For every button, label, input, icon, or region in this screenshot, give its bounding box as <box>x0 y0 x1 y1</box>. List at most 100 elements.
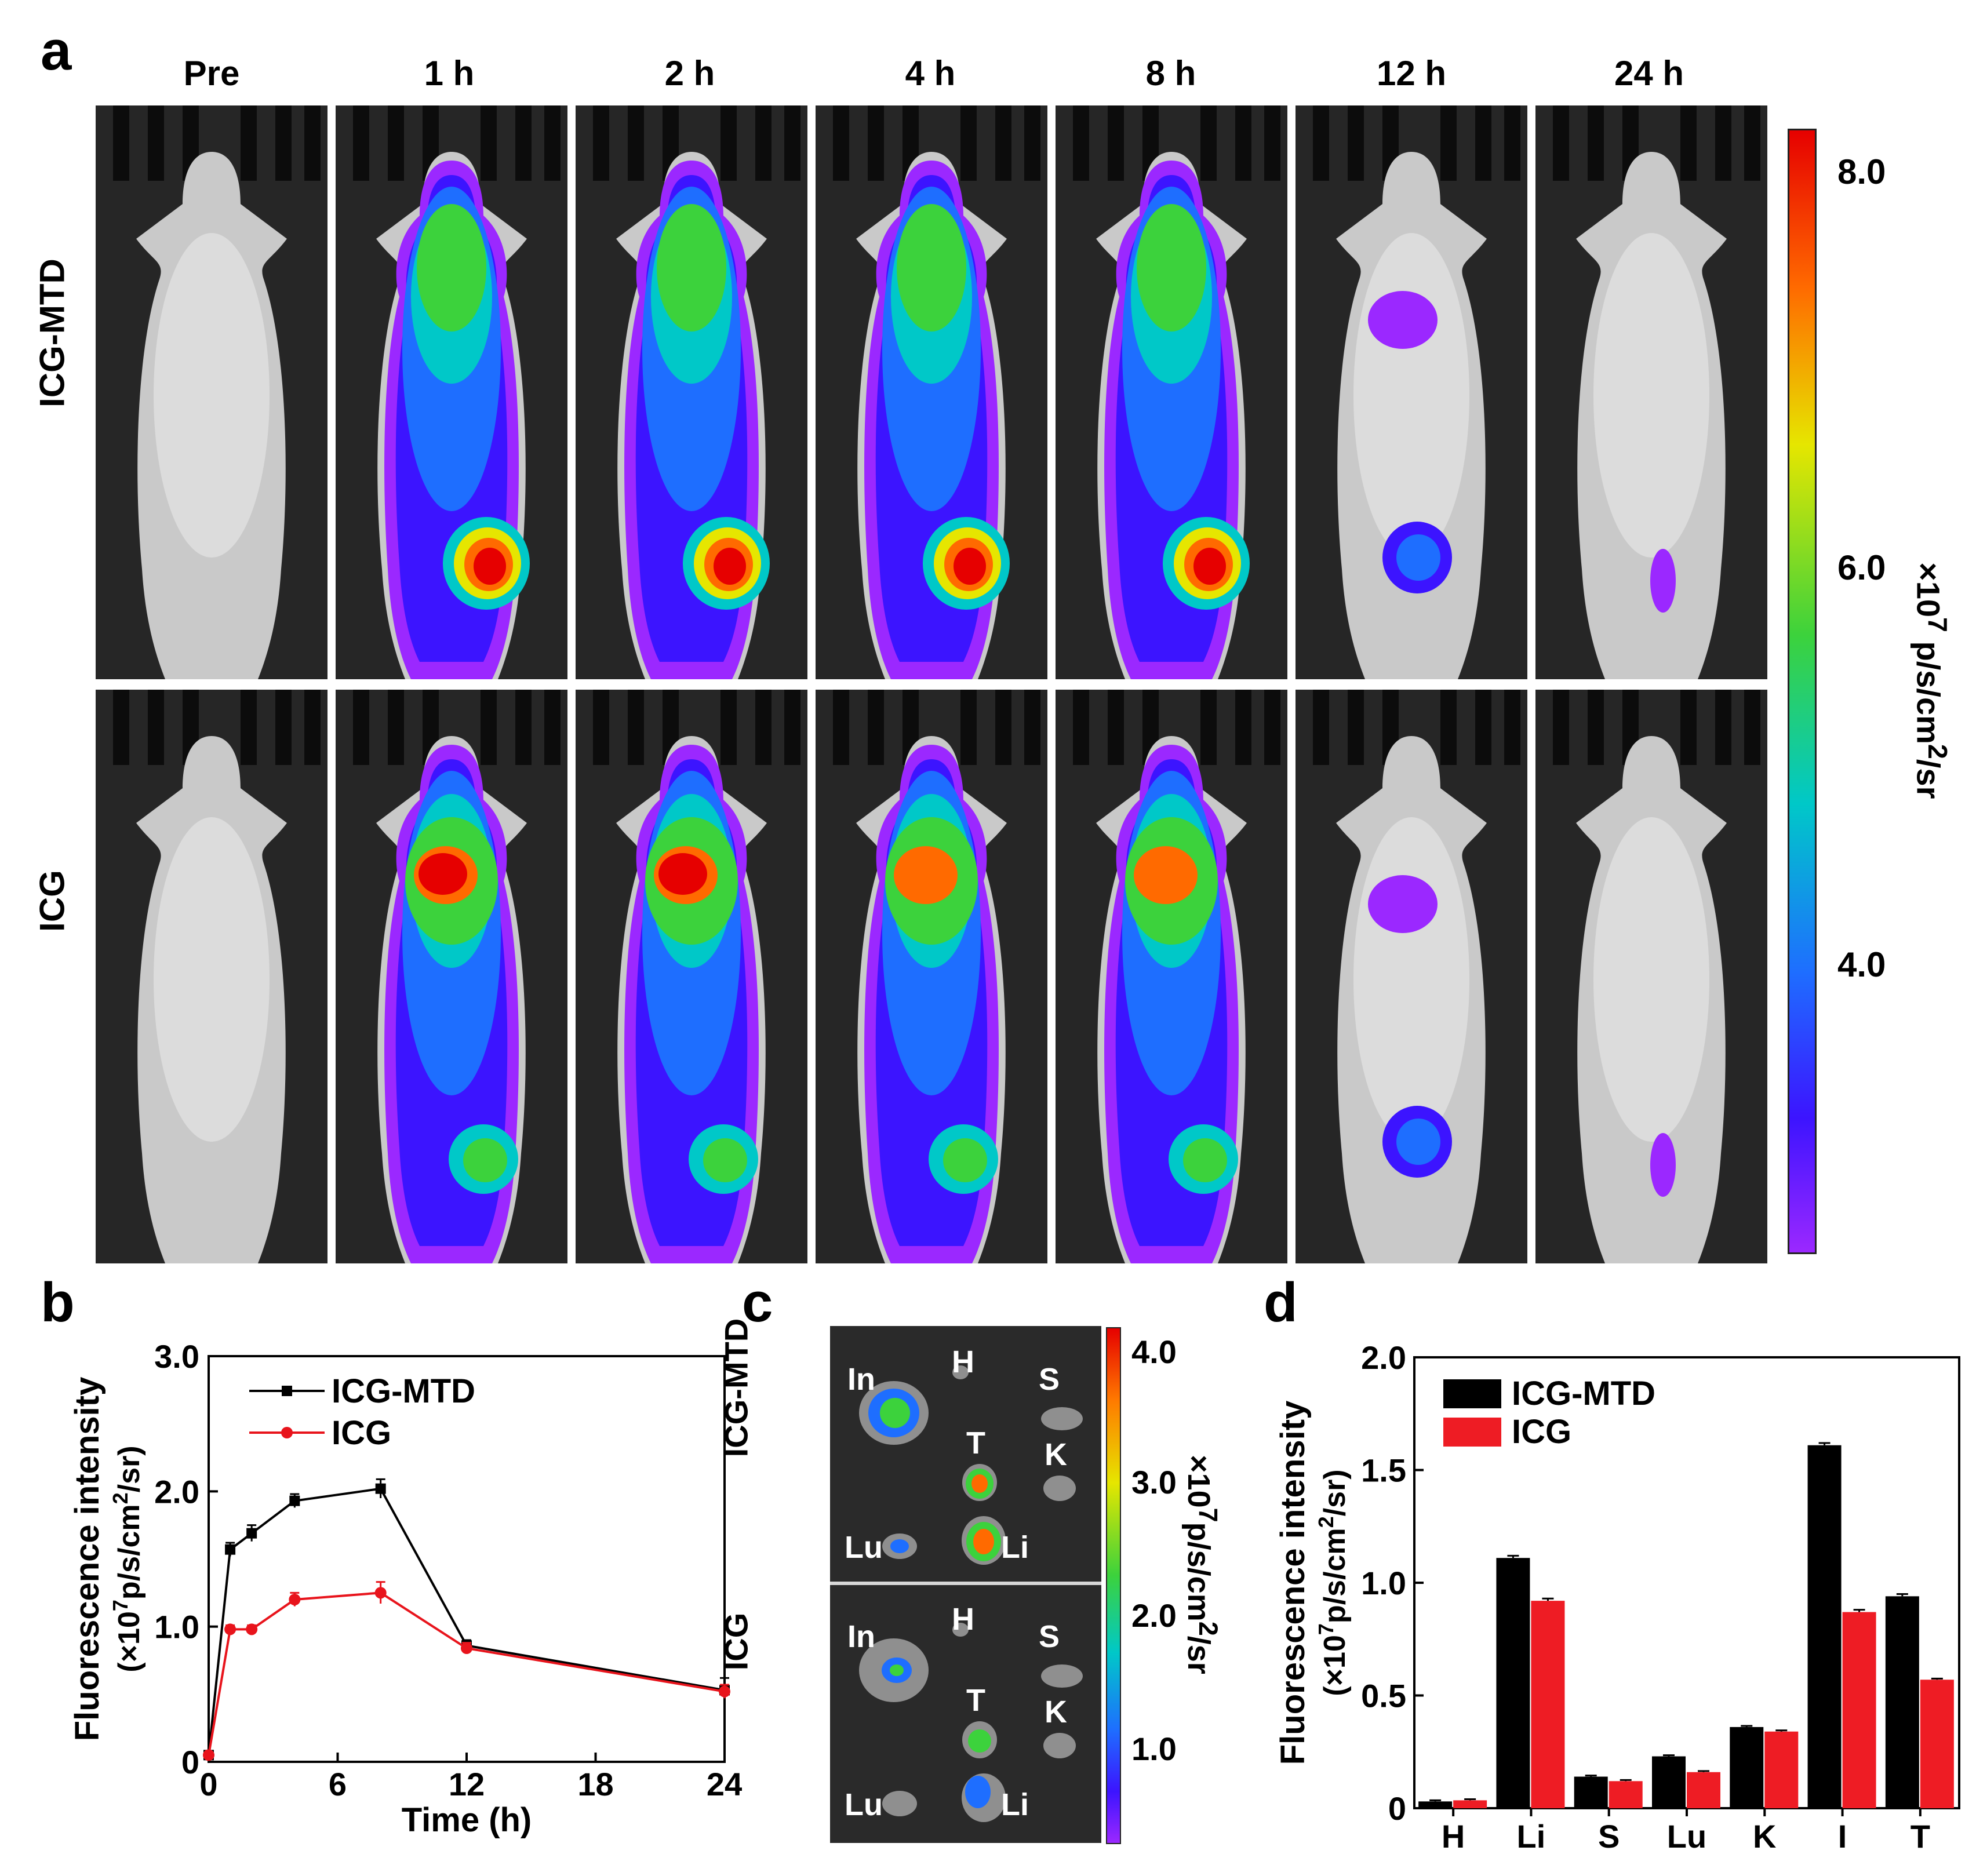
fluor-liver-mid <box>1134 846 1198 904</box>
tube-4 <box>1475 690 1491 765</box>
data-point-circle <box>289 1594 301 1605</box>
mouse-body-highlight <box>1353 233 1469 558</box>
tube-1 <box>388 690 404 765</box>
y-axis-label-line1: Fluorescence intensity <box>68 1377 106 1742</box>
fluor-tumor-core <box>714 548 746 585</box>
organ-label-h-r0: H <box>952 1345 974 1379</box>
tube-1 <box>388 105 404 181</box>
y-tick-label: 3.0 <box>154 1338 199 1375</box>
x-axis-label: Time (h) <box>402 1801 532 1839</box>
legend-label-1: ICG <box>1512 1413 1571 1451</box>
tube-4 <box>515 105 532 181</box>
fluor-tumor-inner <box>943 1138 987 1182</box>
data-point-square <box>289 1495 300 1506</box>
organ-label-in-r1: In <box>847 1619 875 1654</box>
tube-3 <box>241 105 257 181</box>
legend-swatch-0 <box>1443 1379 1501 1408</box>
panel-a-cb-tick-8: 8.0 <box>1837 152 1886 191</box>
mouse-tile-svg <box>1056 690 1287 1263</box>
organ-H-r1 <box>952 1623 969 1637</box>
mouse-tile-svg <box>1296 690 1527 1263</box>
x-tick-label: Li <box>1517 1818 1546 1855</box>
organ-label-k-r1: K <box>1045 1695 1067 1729</box>
tube-5 <box>1504 105 1520 181</box>
tube-0 <box>353 105 369 181</box>
bar-li-0 <box>1496 1558 1530 1808</box>
mouse-tile-svg <box>816 690 1047 1263</box>
y-tick-label: 0.5 <box>1361 1678 1406 1714</box>
tube-5 <box>1024 690 1040 765</box>
mouse-body-highlight <box>1353 817 1469 1142</box>
tube-3 <box>960 105 977 181</box>
mouse-tile-r1-c4 <box>1056 690 1287 1263</box>
spot-li-core-r0 <box>973 1529 994 1554</box>
mouse-body-highlight <box>1593 817 1709 1142</box>
mouse-body-highlight <box>1593 233 1709 558</box>
x-tick-label: 6 <box>329 1766 347 1802</box>
tube-5 <box>1264 690 1280 765</box>
y-axis-label-line1: Fluorescence intensity <box>1274 1401 1312 1765</box>
x-tick-label: S <box>1598 1818 1620 1855</box>
panel-a-letter: a <box>41 20 72 82</box>
tube-1 <box>1108 690 1124 765</box>
organ-label-t-r1: T <box>966 1683 985 1718</box>
fluor-tumor-core <box>474 548 506 585</box>
mouse-tile-svg <box>96 690 327 1263</box>
time-label-2: 2 h <box>664 54 715 93</box>
fluor-tumor-faint-core <box>1396 1119 1440 1165</box>
panel-c-row-label-icg-mtd: ICG-MTD <box>718 1318 755 1458</box>
tube-0 <box>1553 690 1569 765</box>
bar-h-0 <box>1418 1801 1453 1808</box>
time-label-5: 12 h <box>1376 54 1447 93</box>
tube-1 <box>628 690 644 765</box>
mouse-tile-svg <box>1535 105 1767 679</box>
organ-label-h-r1: H <box>952 1602 974 1637</box>
time-label-0: Pre <box>183 54 240 93</box>
mouse-tile-r1-c6 <box>1535 690 1767 1263</box>
panel-c-colorbar <box>1106 1327 1121 1844</box>
tube-3 <box>1440 690 1457 765</box>
tube-4 <box>1475 105 1491 181</box>
organ-label-t-r0: T <box>966 1426 985 1460</box>
panel-a-colorbar-unit: ×107 p/s/cm2/sr <box>1910 562 1953 799</box>
data-point-circle <box>224 1623 236 1635</box>
bar-i-0 <box>1807 1445 1842 1808</box>
series-line-0 <box>208 1487 725 1755</box>
organ-S-r1 <box>1041 1664 1083 1688</box>
plot-frame <box>208 1355 726 1763</box>
bar-k-0 <box>1730 1726 1764 1808</box>
legend-label-0: ICG-MTD <box>332 1372 475 1410</box>
tube-3 <box>1200 690 1217 765</box>
row-label-icg: ICG <box>32 870 72 932</box>
legend-marker-0 <box>282 1386 292 1396</box>
bar-k-1 <box>1764 1731 1799 1808</box>
tube-1 <box>148 690 164 765</box>
fluor-tumor-inner <box>1183 1138 1227 1182</box>
tube-5 <box>784 105 800 181</box>
y-tick-label: 1.5 <box>1361 1452 1406 1489</box>
spot-li-r1 <box>965 1776 991 1808</box>
panel-c-colorbar-unit: ×107p/s/cm2/sr <box>1181 1455 1223 1674</box>
spot-in-core-r0 <box>880 1398 910 1428</box>
organ-label-s-r1: S <box>1039 1619 1060 1654</box>
mouse-tile-r0-c4 <box>1056 105 1287 679</box>
tube-0 <box>1073 105 1089 181</box>
organ-H-r0 <box>952 1365 969 1379</box>
tube-0 <box>1553 105 1569 181</box>
legend-label-1: ICG <box>332 1414 391 1452</box>
mouse-tile-svg <box>1296 105 1527 679</box>
mouse-tile-r0-c0 <box>96 105 327 679</box>
tube-0 <box>353 690 369 765</box>
tube-4 <box>995 690 1011 765</box>
tube-3 <box>481 105 497 181</box>
mouse-tile-r1-c5 <box>1296 690 1527 1263</box>
panel-c-cb-tick-4: 4.0 <box>1131 1334 1177 1370</box>
legend-swatch-1 <box>1443 1418 1501 1447</box>
mouse-tile-r0-c2 <box>576 105 807 679</box>
tube-5 <box>304 690 321 765</box>
tube-3 <box>1440 105 1457 181</box>
x-tick-label: T <box>1911 1818 1930 1855</box>
tube-4 <box>515 690 532 765</box>
tube-0 <box>1073 690 1089 765</box>
bar-t-1 <box>1920 1680 1954 1808</box>
